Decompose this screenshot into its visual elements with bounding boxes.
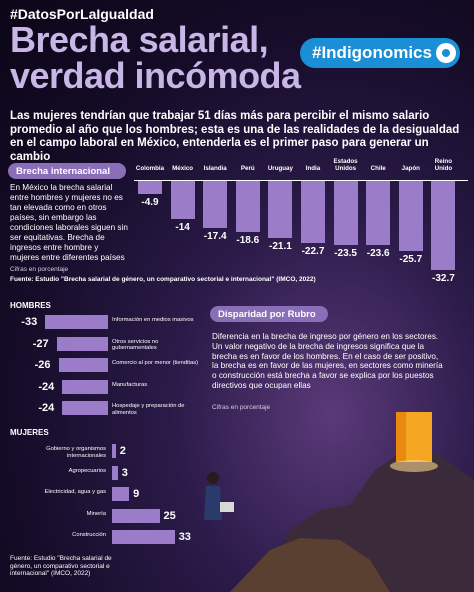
women-category: Electricidad, agua y gas — [44, 489, 106, 495]
country-label: Reino Unido — [434, 158, 453, 172]
country-label: Chile — [370, 165, 386, 172]
cliff-shape — [230, 538, 390, 592]
men-bar — [56, 336, 108, 351]
men-bar — [62, 401, 108, 415]
men-category: Comercio al por menor (tienditas) — [112, 360, 199, 366]
women-category: Agropecuarios — [68, 467, 106, 474]
women-bar — [112, 508, 160, 523]
country-value: -25.7 — [399, 253, 423, 265]
men-value: -33 — [21, 316, 38, 328]
door-icon — [396, 412, 406, 462]
country-bar — [398, 181, 423, 251]
women-bar — [112, 530, 175, 544]
country-value: -21.1 — [268, 241, 292, 253]
country-label: Estados Unidos — [333, 158, 358, 172]
country-label: Uruguay — [267, 165, 293, 172]
women-bar — [112, 465, 118, 480]
rubro-pill: Disparidad por Rubro — [210, 306, 328, 322]
men-value: -26 — [34, 359, 51, 371]
women-title: MUJERES — [10, 428, 49, 437]
eye-icon — [436, 43, 456, 63]
men-value: -24 — [38, 402, 55, 414]
women-value: 33 — [178, 531, 191, 543]
country-bar — [431, 181, 456, 270]
badge-label: #Indigonomics — [312, 43, 432, 62]
country-label: India — [305, 165, 321, 172]
women-category: Minería — [86, 510, 106, 517]
women-category: Construcción — [72, 532, 106, 538]
men-category: Manufacturas — [112, 381, 148, 388]
rubro-text: Diferencia en la brecha de ingreso por g… — [212, 332, 443, 390]
women-bar — [112, 444, 116, 458]
men-category: Otros servicios no gubernamentales — [112, 338, 159, 352]
illustration — [204, 412, 474, 592]
men-value: -27 — [32, 337, 49, 350]
women-value: 2 — [119, 445, 126, 457]
intro-text: Las mujeres tendrían que trabajar 51 día… — [10, 110, 460, 163]
country-label: Colombia — [135, 165, 165, 172]
country-value: -14 — [175, 222, 190, 234]
glow-shape — [390, 460, 438, 472]
country-label: México — [172, 165, 194, 172]
country-bar — [301, 181, 325, 243]
men-category: Información en medios masivos — [112, 317, 194, 323]
country-value: -18.6 — [236, 234, 260, 246]
briefcase-icon — [220, 502, 234, 512]
country-value: -4.9 — [141, 197, 159, 209]
country-bar — [138, 181, 162, 195]
country-bar — [203, 181, 228, 229]
rubro-unit: Cifras en porcentaje — [212, 404, 271, 411]
country-bar — [170, 181, 195, 220]
men-value: -24 — [38, 380, 55, 393]
men-bar — [58, 358, 108, 372]
chart-baseline — [134, 180, 468, 181]
title-line-2: verdad incómoda — [10, 55, 301, 96]
country-label: Islandia — [203, 165, 227, 172]
country-value: -32.7 — [431, 272, 455, 284]
country-value: -22.7 — [301, 245, 325, 257]
intl-text: En México la brecha salarial entre hombr… — [10, 183, 128, 262]
country-bar — [366, 181, 391, 246]
country-bar — [235, 181, 260, 232]
bottom-source: Fuente: Estudio "Brecha salarial de géne… — [10, 555, 112, 577]
men-title: HOMBRES — [10, 301, 51, 310]
woman-figure-icon — [204, 486, 222, 520]
country-value: -23.6 — [366, 248, 390, 260]
women-value: 9 — [133, 488, 140, 500]
hashtag: #DatosPorLaIgualdad — [10, 6, 154, 22]
woman-head-icon — [207, 472, 219, 484]
country-bar — [333, 181, 358, 245]
women-bar — [112, 487, 130, 501]
intl-pill: Brecha internacional — [8, 163, 126, 179]
intl-unit: Cifras en porcentaje — [10, 266, 69, 273]
country-value: -23.5 — [334, 247, 357, 259]
country-label: Perú — [240, 165, 255, 172]
women-value: 3 — [121, 466, 128, 479]
country-value: -17.4 — [203, 231, 227, 243]
page-title: Brecha salarial, verdad incómoda — [10, 22, 301, 94]
men-bar — [45, 315, 108, 329]
men-bar — [62, 379, 108, 394]
intl-source: Fuente: Estudio "Brecha salarial de géne… — [10, 276, 316, 283]
country-bar — [268, 181, 293, 239]
indigonomics-badge: #Indigonomics — [300, 38, 460, 68]
men-category: Hospedaje y preparación de alimentos — [112, 403, 185, 416]
women-value: 25 — [163, 509, 176, 522]
title-line-1: Brecha salarial, — [10, 19, 269, 60]
country-label: Japón — [401, 165, 420, 172]
women-category: Gobierno y organismos internacionales — [46, 446, 106, 459]
